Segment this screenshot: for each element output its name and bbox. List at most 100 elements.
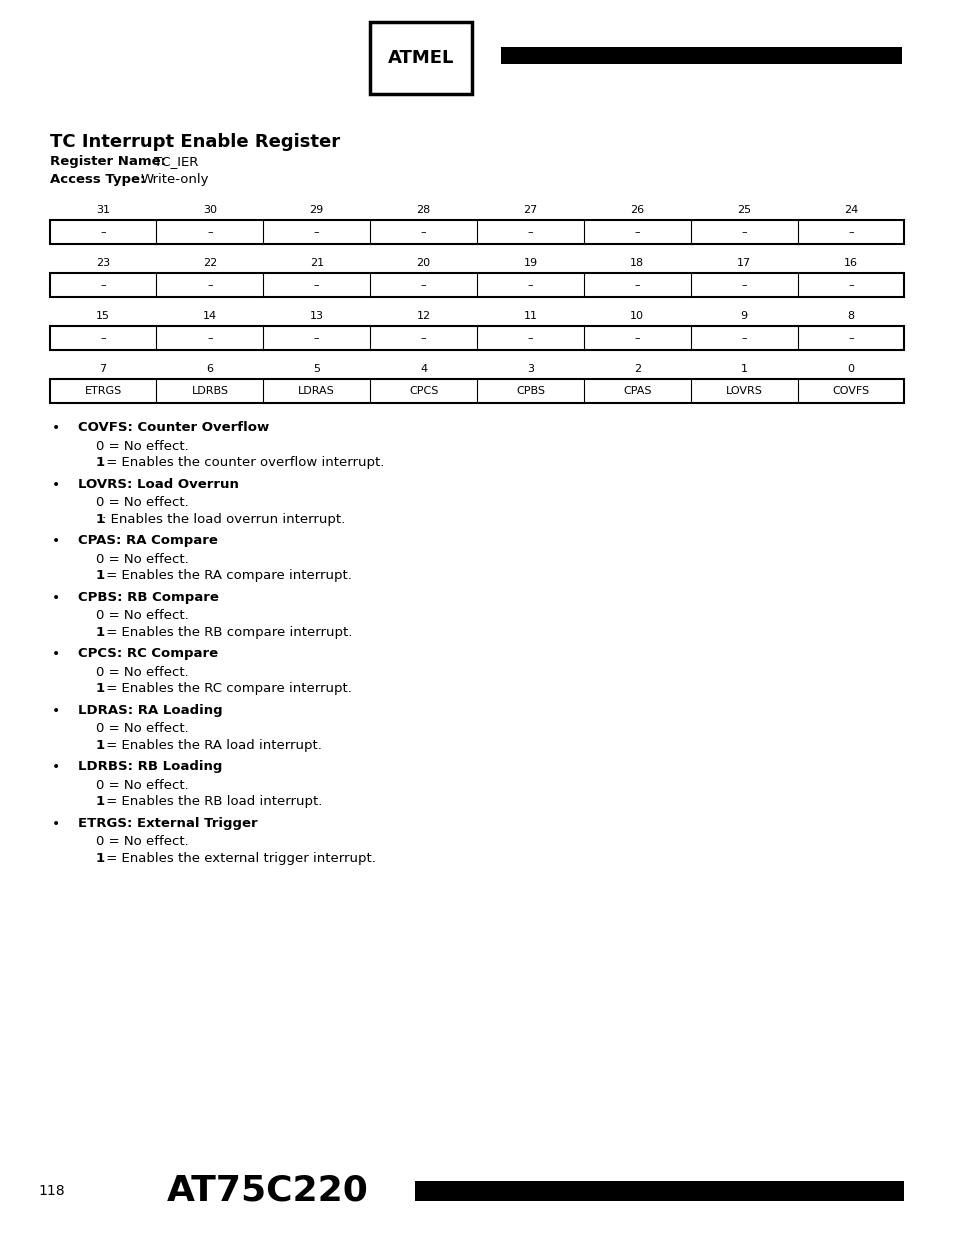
Text: COVFS: COVFS (832, 387, 868, 396)
Text: 0 = No effect.: 0 = No effect. (95, 496, 188, 509)
Text: –: – (100, 333, 106, 343)
Text: 2: 2 (633, 364, 640, 374)
Text: 0 = No effect.: 0 = No effect. (95, 779, 188, 792)
Text: 31: 31 (96, 205, 110, 215)
Text: CPBS: CPBS (516, 387, 544, 396)
Text: LDRBS: RB Loading: LDRBS: RB Loading (77, 761, 222, 773)
Text: 0 = No effect.: 0 = No effect. (95, 835, 188, 848)
Text: 1: 1 (95, 569, 105, 583)
Text: •: • (51, 704, 60, 718)
Text: 24: 24 (843, 205, 857, 215)
Text: 5: 5 (313, 364, 320, 374)
Text: 0 = No effect.: 0 = No effect. (95, 440, 188, 453)
Text: 1: 1 (95, 795, 105, 809)
Text: –: – (740, 280, 746, 290)
Text: –: – (847, 280, 853, 290)
Text: 22: 22 (203, 258, 216, 268)
Text: ETRGS: ETRGS (84, 387, 122, 396)
Text: –: – (740, 227, 746, 237)
Text: 7: 7 (99, 364, 107, 374)
Text: 9: 9 (740, 311, 747, 321)
Text: 18: 18 (630, 258, 643, 268)
Text: –: – (847, 333, 853, 343)
Text: ETRGS: External Trigger: ETRGS: External Trigger (77, 816, 257, 830)
Text: –: – (314, 333, 319, 343)
Text: 11: 11 (523, 311, 537, 321)
Text: CPBS: RB Compare: CPBS: RB Compare (77, 590, 218, 604)
Text: –: – (420, 333, 426, 343)
Text: 0 = No effect.: 0 = No effect. (95, 666, 188, 679)
Text: 14: 14 (203, 311, 216, 321)
Text: 1: 1 (95, 457, 105, 469)
Text: –: – (634, 227, 639, 237)
Text: 1: 1 (95, 626, 105, 638)
Text: –: – (207, 227, 213, 237)
Text: –: – (100, 227, 106, 237)
Text: 1: 1 (95, 852, 105, 864)
Text: Access Type:: Access Type: (50, 173, 145, 186)
Text: CPCS: RC Compare: CPCS: RC Compare (77, 647, 217, 661)
Text: •: • (51, 647, 60, 662)
Text: = Enables the RA compare interrupt.: = Enables the RA compare interrupt. (102, 569, 352, 583)
Text: •: • (51, 535, 60, 548)
Text: –: – (314, 280, 319, 290)
Text: –: – (847, 227, 853, 237)
Text: –: – (740, 333, 746, 343)
Text: 8: 8 (846, 311, 854, 321)
Text: 13: 13 (310, 311, 323, 321)
Text: –: – (207, 280, 213, 290)
Text: ATMEL: ATMEL (388, 49, 454, 67)
Text: 0: 0 (846, 364, 854, 374)
Bar (50, 326, 903, 351)
Text: –: – (207, 333, 213, 343)
Text: TC_IER: TC_IER (153, 156, 198, 168)
Text: –: – (527, 333, 533, 343)
Text: 19: 19 (523, 258, 537, 268)
Text: 15: 15 (96, 311, 110, 321)
Text: •: • (51, 478, 60, 492)
Text: –: – (100, 280, 106, 290)
Text: TC Interrupt Enable Register: TC Interrupt Enable Register (50, 133, 339, 152)
Text: LDRBS: LDRBS (192, 387, 228, 396)
Text: 17: 17 (737, 258, 750, 268)
Text: = Enables the RA load interrupt.: = Enables the RA load interrupt. (102, 739, 322, 752)
Bar (415, 1181, 903, 1200)
Text: •: • (51, 590, 60, 605)
Text: 0 = No effect.: 0 = No effect. (95, 722, 188, 735)
Bar (500, 47, 901, 64)
Text: CPCS: CPCS (409, 387, 437, 396)
Text: –: – (527, 227, 533, 237)
Text: 23: 23 (96, 258, 110, 268)
Text: Write-only: Write-only (140, 173, 209, 186)
Text: –: – (420, 227, 426, 237)
Bar (50, 273, 903, 298)
Text: : Enables the load overrun interrupt.: : Enables the load overrun interrupt. (102, 513, 345, 526)
Text: LOVRS: LOVRS (725, 387, 761, 396)
Text: CPAS: CPAS (622, 387, 651, 396)
Text: = Enables the RC compare interrupt.: = Enables the RC compare interrupt. (102, 683, 352, 695)
Text: 6: 6 (206, 364, 213, 374)
Text: –: – (634, 333, 639, 343)
Text: CPAS: RA Compare: CPAS: RA Compare (77, 535, 217, 547)
Text: •: • (51, 421, 60, 436)
Bar (50, 379, 903, 404)
Text: 28: 28 (416, 205, 430, 215)
Text: AT75C220: AT75C220 (167, 1173, 369, 1208)
Text: COVFS: Counter Overflow: COVFS: Counter Overflow (77, 421, 269, 435)
Text: 27: 27 (523, 205, 537, 215)
Text: 1: 1 (95, 513, 105, 526)
Text: –: – (314, 227, 319, 237)
Text: 4: 4 (419, 364, 427, 374)
Text: 30: 30 (203, 205, 216, 215)
Text: 20: 20 (416, 258, 430, 268)
Text: 3: 3 (526, 364, 534, 374)
Text: –: – (420, 280, 426, 290)
Text: LOVRS: Load Overrun: LOVRS: Load Overrun (77, 478, 238, 490)
Text: •: • (51, 816, 60, 831)
Text: LDRAS: LDRAS (298, 387, 335, 396)
Text: 16: 16 (843, 258, 857, 268)
Text: = Enables the external trigger interrupt.: = Enables the external trigger interrupt… (102, 852, 375, 864)
Text: = Enables the counter overflow interrupt.: = Enables the counter overflow interrupt… (102, 457, 384, 469)
Text: –: – (527, 280, 533, 290)
Text: 0 = No effect.: 0 = No effect. (95, 609, 188, 622)
